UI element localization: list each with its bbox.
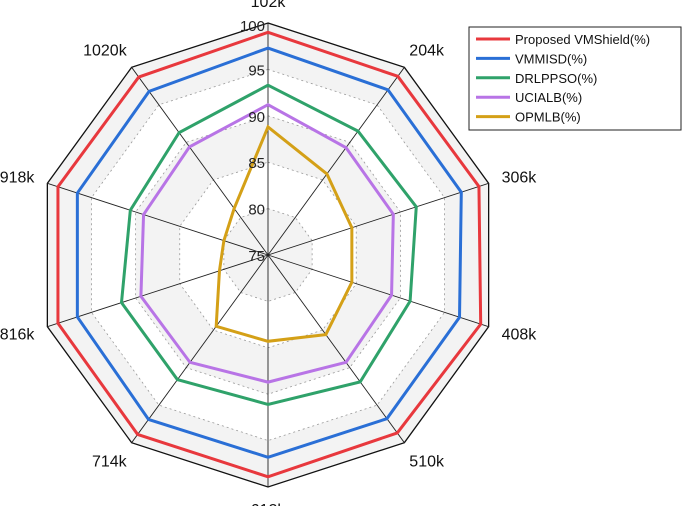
tick-label: 95 <box>248 62 265 79</box>
series <box>56 30 483 479</box>
legend-entry[interactable]: VMMISD(%) <box>515 51 587 66</box>
series-line <box>75 46 463 459</box>
category-label: 918k <box>0 170 35 187</box>
category-label: 102k <box>251 0 287 11</box>
category-labels: 102k 204k 306k 408k 510k 612k 714k 816k 918k 1020… <box>0 0 537 506</box>
category-label: 612k <box>251 502 287 506</box>
category-label: 714k <box>92 453 128 470</box>
tick-labels: 75 80 85 90 95 100 <box>240 18 265 265</box>
category-label: 1020k <box>83 43 128 60</box>
axis-spoke <box>47 254 269 328</box>
series-line <box>214 124 354 343</box>
axis-spoke <box>267 67 405 256</box>
series-line <box>119 83 418 406</box>
legend-entry[interactable]: DRLPPSO(%) <box>515 71 597 86</box>
category-label: 408k <box>502 326 538 343</box>
axis-spoke <box>47 182 269 256</box>
category-label: 816k <box>0 326 35 343</box>
legend[interactable]: Proposed VMShield(%) VMMISD(%) DRLPPSO(%) U… <box>468 26 682 131</box>
axis-spoke <box>267 254 489 328</box>
category-label: 204k <box>409 43 445 60</box>
tick-label: 80 <box>248 202 265 219</box>
axis-spoke <box>131 67 269 256</box>
tick-label: 85 <box>248 155 265 172</box>
category-label: 306k <box>502 170 538 187</box>
legend-entry[interactable]: Proposed VMShield(%) <box>515 32 650 47</box>
axes <box>47 23 489 487</box>
series-line <box>56 30 483 479</box>
tick-label: 75 <box>248 248 265 265</box>
series-line <box>139 102 395 384</box>
legend-entry[interactable]: OPMLB(%) <box>515 110 581 125</box>
axis-spoke <box>131 254 269 443</box>
axis-spoke <box>267 182 489 256</box>
legend-entry[interactable]: UCIALB(%) <box>515 90 582 105</box>
category-label: 510k <box>409 453 445 470</box>
axis-spoke <box>267 254 405 443</box>
tick-label: 90 <box>248 109 265 126</box>
grid-ring <box>91 68 445 442</box>
tick-label: 100 <box>240 18 265 35</box>
